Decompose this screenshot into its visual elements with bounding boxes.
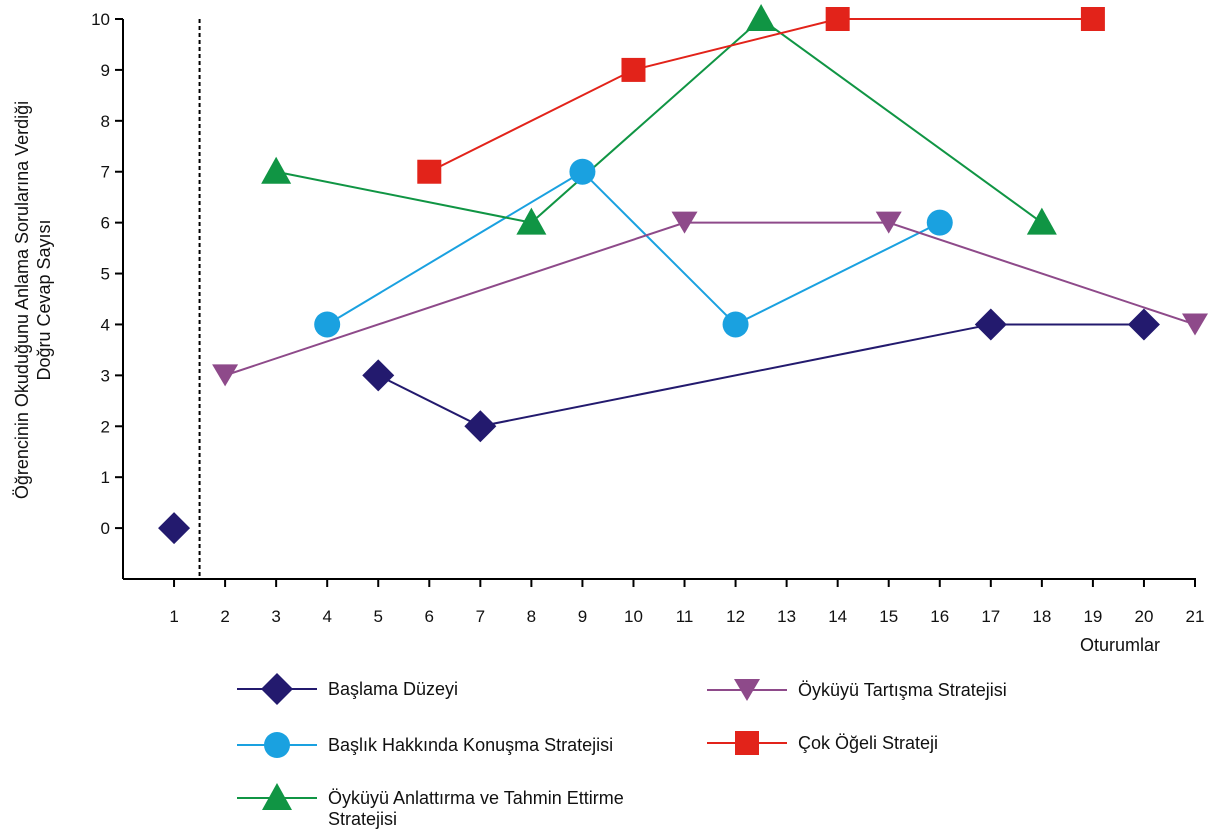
x-tick-label: 17 [981,607,1000,626]
x-axis-ticks: 1 2 3 4 5 6 7 8 9 10 11 12 13 14 15 16 17 18 19 20 21 [169,579,1204,626]
data-point [722,311,749,338]
legend-label: Başlık Hakkında Konuşma Stratejisi [328,735,613,755]
series-line [275,17,1043,224]
legend-label-line: Öyküyü Tartışma Stratejisi [798,680,1007,700]
x-tick-label: 6 [425,607,434,626]
series-line [326,170,941,326]
data-point [875,211,902,234]
data-point [1026,207,1057,235]
y-tick-label: 0 [101,519,110,538]
data-point [464,410,497,443]
legend-label: Çok Öğeli Strateji [798,733,938,753]
x-tick-label: 3 [271,607,280,626]
data-point [212,364,239,387]
series-line [224,221,1196,377]
legend-label: Öyküyü Anlattırma ve Tahmin Ettirme Strat… [328,788,624,829]
x-tick-label: 15 [879,607,898,626]
y-tick-label: 8 [101,112,110,131]
data-point [974,308,1007,341]
x-tick-label: 4 [322,607,331,626]
y-axis-title-text: Öğrencinin Okuduğunu Anlama Sorularına V… [12,101,54,499]
x-tick-label: 19 [1083,607,1102,626]
series-line [428,18,1093,173]
legend-label-line: Başlık Hakkında Konuşma Stratejisi [328,735,613,755]
y-axis-ticks: 0 1 2 3 4 5 6 7 8 9 10 [91,10,123,538]
legend-label-line: Stratejisi [328,809,397,829]
x-tick-label: 5 [374,607,383,626]
data-point [158,512,191,545]
legend-marker [734,679,760,701]
axes [122,19,1196,580]
y-tick-label: 4 [101,315,110,334]
y-axis-title-line: Öğrencinin Okuduğunu Anlama Sorularına V… [12,101,32,499]
data-point [825,7,850,31]
data-point [569,158,596,185]
series-layer [158,4,1208,545]
y-tick-label: 2 [101,417,110,436]
data-point [1080,7,1105,31]
legend-marker [261,673,293,705]
data-point [746,4,777,31]
data-point [926,209,953,236]
data-point [417,159,442,184]
x-tick-label: 2 [220,607,229,626]
x-tick-label: 7 [476,607,485,626]
x-tick-label: 9 [578,607,587,626]
legend: Başlama Düzeyi Başlık Hakkında Konuşma St… [237,673,1007,829]
x-tick-label: 20 [1134,607,1153,626]
x-tick-label: 13 [777,607,796,626]
y-tick-label: 7 [101,163,110,182]
x-tick-label: 14 [828,607,847,626]
y-tick-label: 9 [101,61,110,80]
x-axis-title: Oturumlar [1080,635,1160,655]
legend-marker [735,731,759,755]
legend-marker [262,783,292,810]
data-point [671,211,698,234]
x-tick-label: 12 [726,607,745,626]
data-point [1182,313,1208,336]
x-tick-label: 11 [676,607,694,626]
y-tick-label: 3 [101,366,110,385]
data-point [261,156,292,184]
series-line [377,323,1144,428]
legend-label-line: Öyküyü Anlattırma ve Tahmin Ettirme [328,788,624,808]
y-tick-label: 10 [91,10,110,29]
x-tick-label: 16 [930,607,949,626]
x-tick-label: 1 [169,607,178,626]
data-point [362,359,395,392]
x-tick-label: 21 [1186,607,1205,626]
data-point [1127,308,1160,341]
x-tick-label: 18 [1032,607,1051,626]
legend-label-line: Çok Öğeli Strateji [798,733,938,753]
data-point [621,57,646,82]
y-tick-label: 5 [101,265,110,284]
x-tick-label: 8 [527,607,536,626]
y-tick-label: 1 [101,468,110,487]
data-point [516,207,547,235]
y-axis-title-line: Doğru Cevap Sayısı [34,219,54,380]
y-axis-title: Öğrencinin Okuduğunu Anlama Sorularına V… [12,101,54,499]
x-tick-label: 10 [624,607,643,626]
data-point [314,311,341,338]
legend-label: Öyküyü Tartışma Stratejisi [798,680,1007,700]
legend-label: Başlama Düzeyi [328,679,458,699]
y-tick-label: 6 [101,214,110,233]
legend-label-line: Başlama Düzeyi [328,679,458,699]
legend-marker [264,732,290,758]
